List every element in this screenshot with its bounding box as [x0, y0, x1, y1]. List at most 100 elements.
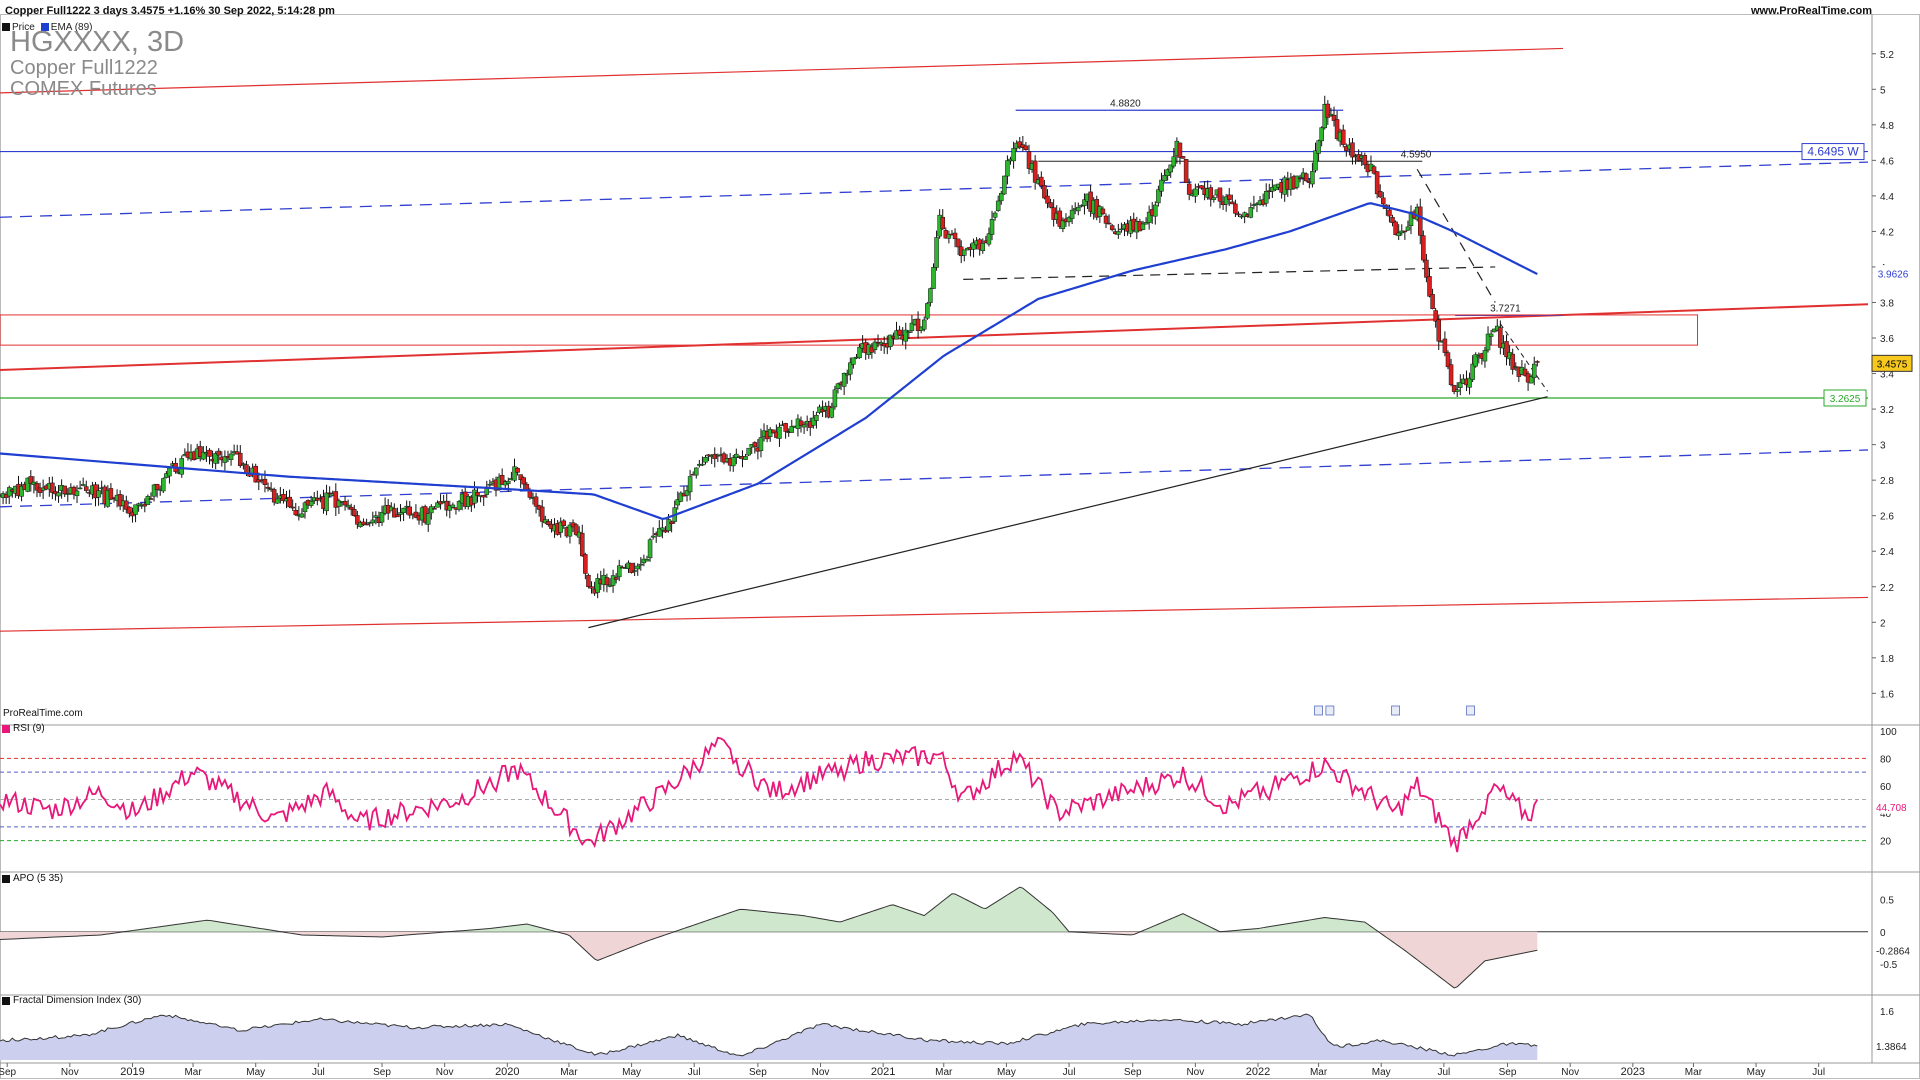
candle-body	[616, 565, 622, 578]
candle-body	[567, 524, 573, 537]
candle-body	[1498, 327, 1503, 348]
candle-body	[758, 437, 764, 451]
candle-body	[851, 357, 856, 365]
candle-body	[302, 502, 308, 513]
candle-body	[771, 429, 776, 434]
candle-body	[1233, 203, 1238, 214]
candle-body	[1236, 213, 1241, 216]
x-tick-label: May	[1747, 1067, 1766, 1078]
red-trendline	[0, 303, 1869, 372]
candle-body	[678, 492, 684, 502]
price-tag	[1823, 389, 1867, 407]
site-link[interactable]: www.ProRealTime.com	[1750, 5, 1872, 17]
candle-body	[133, 504, 138, 515]
candle-body	[1180, 156, 1186, 159]
candle-body	[703, 457, 708, 463]
candle-body	[348, 507, 354, 510]
price-legend: Price EMA (89)	[2, 22, 92, 33]
candle-body	[1334, 119, 1340, 139]
candle-body	[435, 502, 440, 508]
rsi-value-label: 44.708	[1876, 803, 1907, 814]
legend-ema-label: EMA (89)	[50, 22, 93, 33]
candle-body	[1208, 187, 1214, 200]
candle-body	[216, 450, 221, 456]
legend-ema-swatch	[40, 23, 49, 32]
x-tick-label: Nov	[1186, 1067, 1204, 1078]
candle-body	[801, 424, 807, 428]
y-tick-label: 4.4	[1880, 192, 1894, 203]
x-tick-label: Sep	[1124, 1067, 1142, 1078]
candle-body	[1162, 175, 1167, 181]
neckline-dashed	[963, 266, 1496, 280]
candle-body	[1140, 223, 1146, 230]
level-annotation: 4.8820	[1110, 98, 1141, 109]
candle-body	[1488, 333, 1494, 337]
x-tick-label: Nov	[436, 1067, 454, 1078]
candle-body	[610, 575, 616, 586]
candle-body	[962, 249, 967, 256]
candle-body	[154, 484, 160, 490]
candle-body	[524, 483, 530, 490]
y-tick-label: 3	[1880, 441, 1886, 452]
candle-body	[888, 334, 893, 347]
candle-body	[124, 500, 129, 510]
candle-body	[1325, 103, 1331, 118]
candle-body	[986, 233, 992, 245]
candle-body	[663, 530, 668, 533]
x-tick-label: Mar	[1685, 1067, 1703, 1078]
candle-body	[361, 521, 366, 525]
candle-body	[1159, 179, 1164, 192]
candle-body	[161, 478, 166, 492]
candle-body	[1146, 211, 1152, 223]
x-tick-label: May	[997, 1067, 1016, 1078]
candle-body	[1473, 354, 1478, 367]
x-tick-label: Mar	[560, 1067, 578, 1078]
candle-body	[872, 341, 878, 350]
candle-body	[915, 318, 921, 331]
candle-body	[777, 426, 782, 439]
candle-body	[373, 515, 379, 518]
candle-body	[62, 485, 67, 495]
candle-body	[1263, 191, 1269, 204]
candle-body	[265, 486, 271, 489]
candle-body	[299, 513, 305, 518]
candle-body	[730, 457, 736, 467]
candle-body	[604, 577, 610, 586]
event-marker-icon	[1325, 705, 1335, 716]
candle-body	[660, 527, 665, 531]
y-tick-label: 2.8	[1880, 476, 1894, 487]
candle-body	[287, 496, 292, 508]
candle-body	[1005, 160, 1010, 177]
candle-body	[1199, 185, 1204, 189]
candle-body	[515, 467, 520, 473]
candle-body	[432, 508, 437, 510]
candle-body	[19, 485, 24, 497]
falling-dashed-line	[1416, 168, 1496, 303]
candle-body	[613, 577, 619, 580]
x-tick-label: May	[246, 1067, 265, 1078]
candle-body	[848, 362, 853, 375]
candle-body	[1504, 341, 1509, 358]
candle-body	[814, 414, 819, 421]
candle-body	[275, 498, 280, 504]
candle-body	[669, 521, 674, 524]
candle-body	[925, 303, 930, 319]
candle-body	[1116, 231, 1121, 235]
price-tag-label: 3.2625	[1830, 394, 1861, 405]
candle-body	[506, 480, 511, 484]
candle-body	[1528, 376, 1534, 384]
candle-body	[241, 463, 246, 466]
candle-body	[167, 467, 172, 477]
candle-body	[952, 232, 958, 240]
lower-channel-line	[0, 596, 1869, 632]
candle-body	[401, 507, 406, 513]
candle-body	[1193, 188, 1198, 197]
candle-body	[1048, 202, 1053, 208]
blue-dashed-upper	[0, 161, 1869, 218]
candle-body	[1377, 191, 1383, 198]
candle-body	[1011, 148, 1016, 162]
candle-body	[1039, 176, 1044, 187]
candle-body	[1186, 183, 1192, 195]
y-tick-label: 2.6	[1880, 512, 1894, 523]
apo-value-label: -0.2864	[1876, 946, 1910, 957]
